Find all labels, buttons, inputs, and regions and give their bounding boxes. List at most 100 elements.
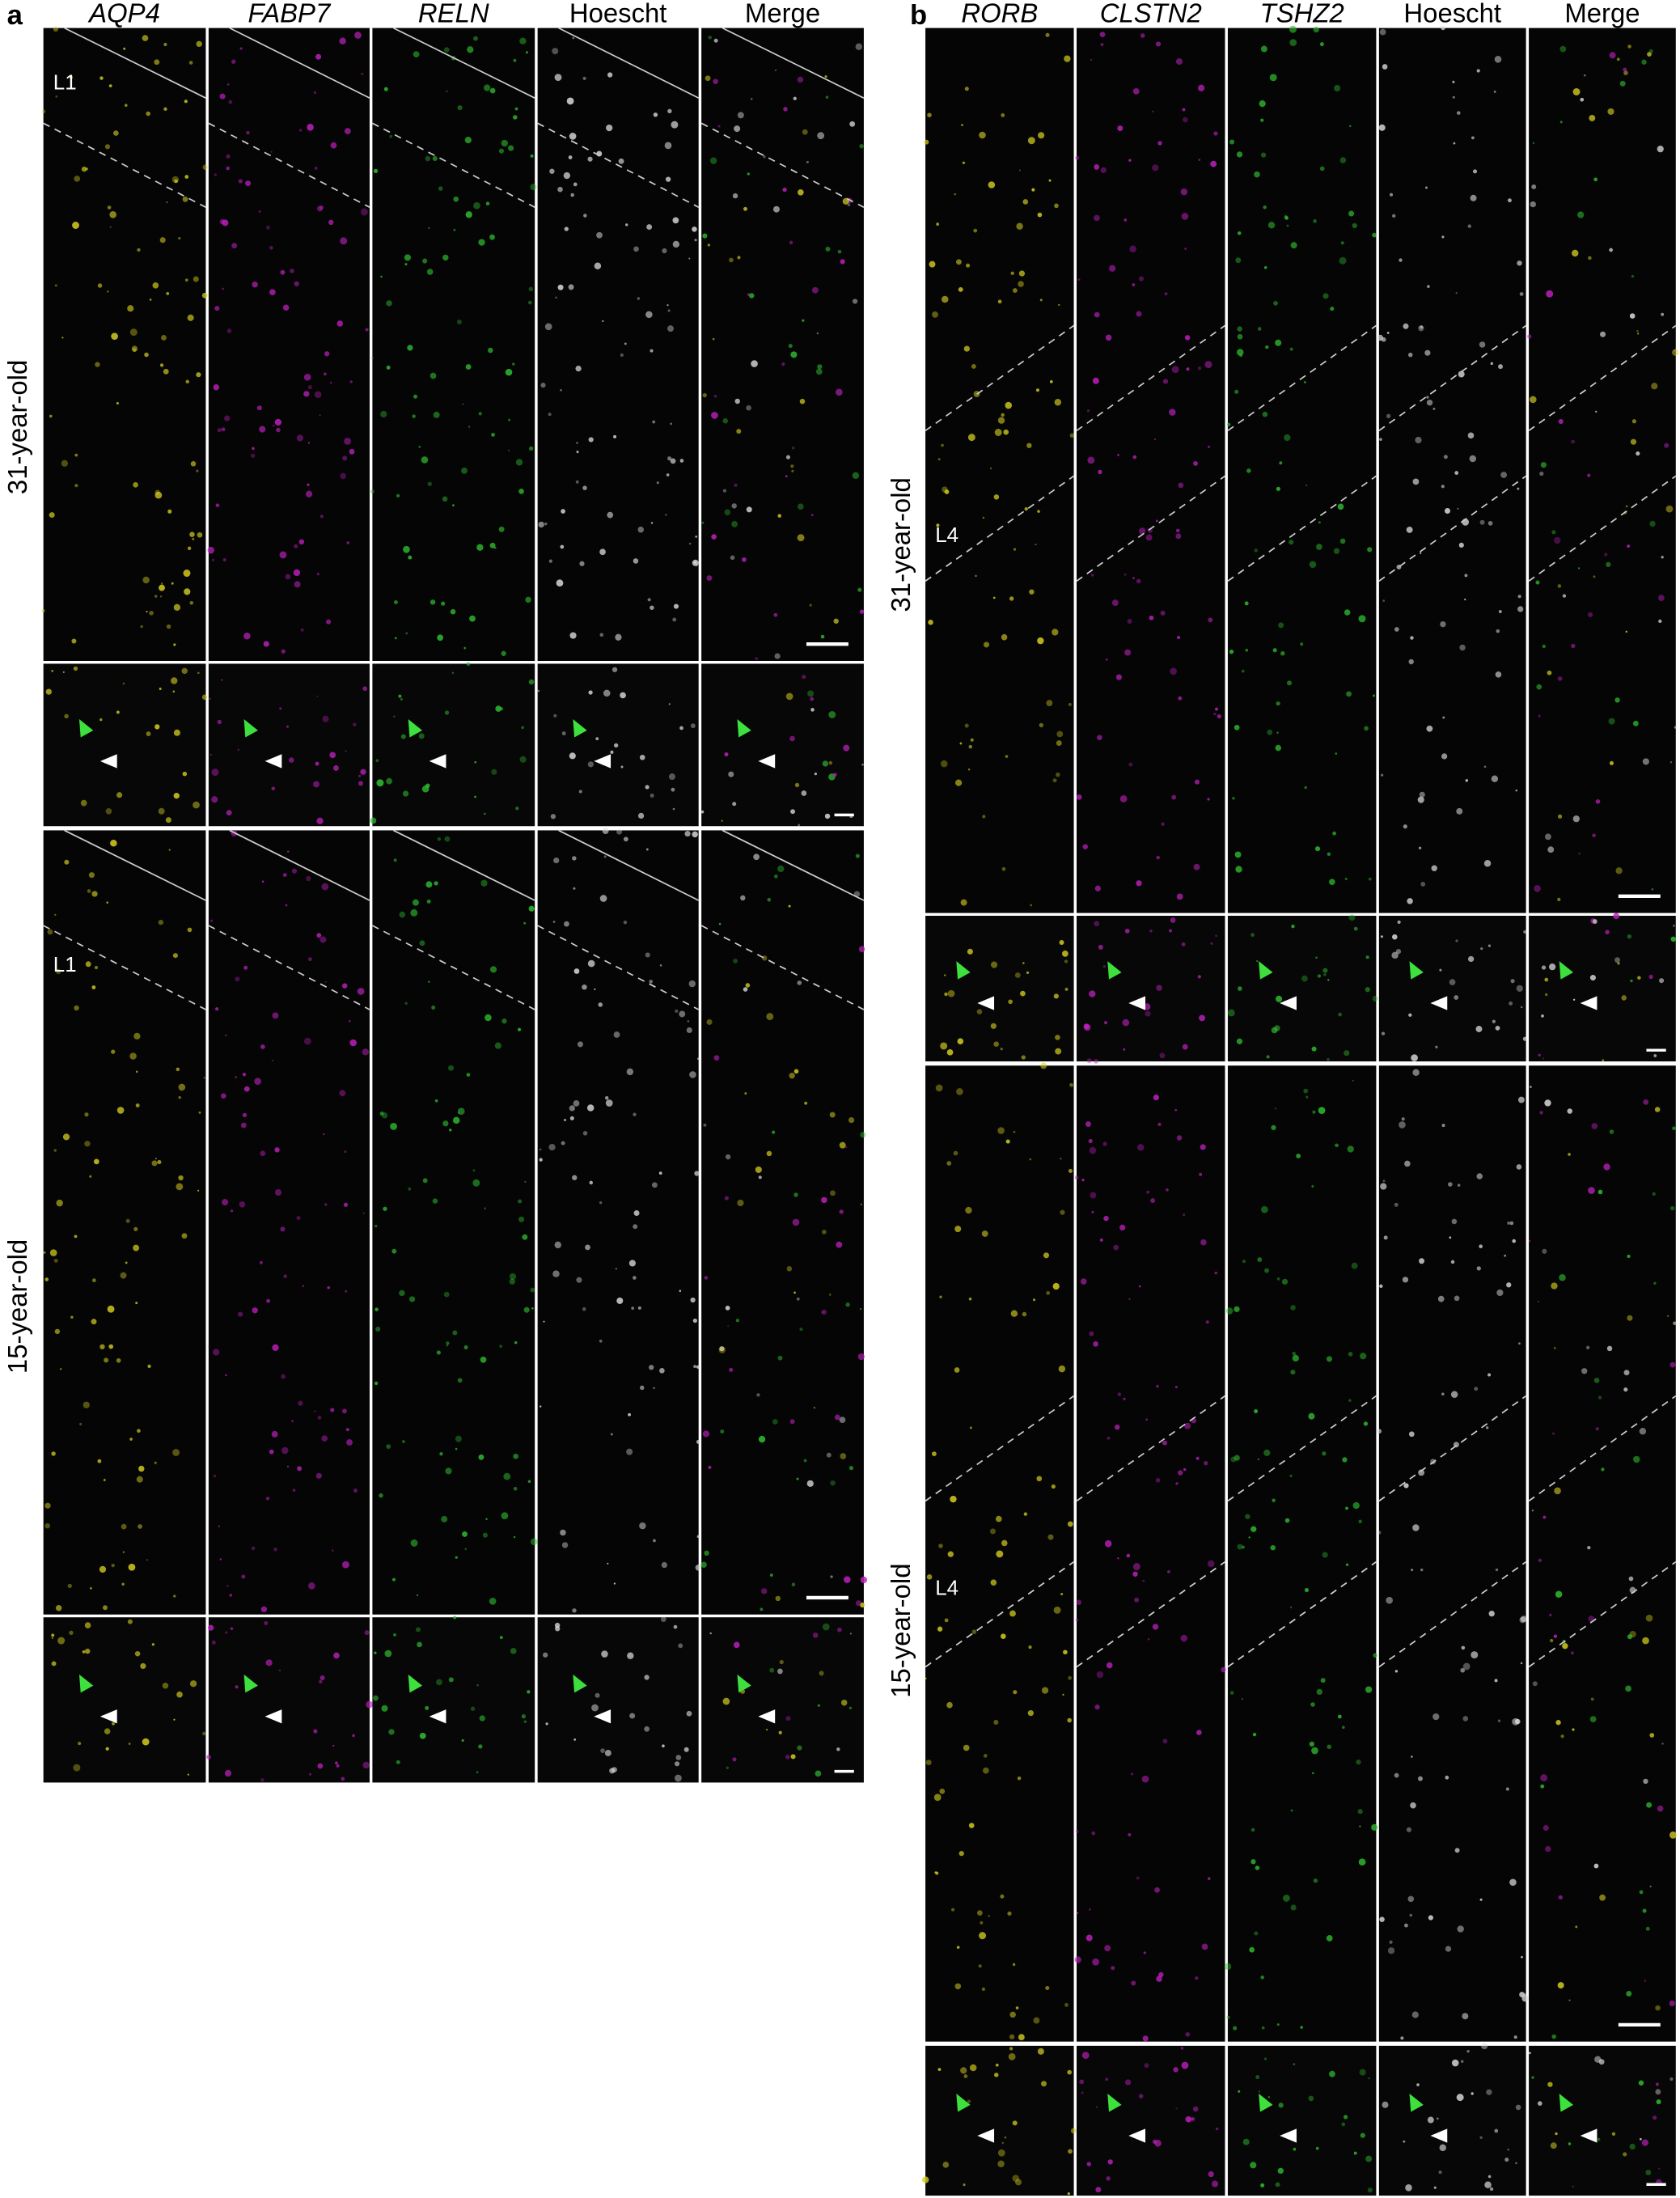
signal xyxy=(187,927,193,933)
signal xyxy=(1420,1568,1424,1572)
signal xyxy=(1123,1048,1126,1051)
signal xyxy=(1225,1307,1234,1315)
signal xyxy=(1454,995,1459,1000)
signal xyxy=(1352,1501,1360,1510)
layer-boundary xyxy=(1528,1395,1677,1502)
signal xyxy=(1031,188,1035,192)
signal xyxy=(1387,1947,1395,1954)
signal xyxy=(1572,249,1579,257)
arrowhead xyxy=(429,754,446,769)
signal xyxy=(1382,64,1388,70)
signal xyxy=(1102,1141,1107,1146)
signal xyxy=(1318,1107,1326,1115)
signal xyxy=(1060,1209,1065,1215)
signal xyxy=(1234,851,1242,858)
signal xyxy=(799,398,806,404)
signal xyxy=(857,1353,865,1361)
signal xyxy=(1403,1483,1409,1489)
signal xyxy=(616,828,623,835)
signal xyxy=(1208,617,1213,623)
signal xyxy=(1417,796,1424,803)
signal xyxy=(1512,1717,1520,1726)
signal xyxy=(1365,987,1370,993)
signal xyxy=(182,196,188,202)
signal xyxy=(146,111,150,116)
signal xyxy=(1606,561,1611,568)
signal xyxy=(1588,612,1593,617)
signal xyxy=(1589,1716,1597,1722)
signal xyxy=(193,801,200,809)
signal xyxy=(201,694,208,700)
signal xyxy=(376,779,384,787)
signal xyxy=(1001,413,1005,417)
image-panel xyxy=(1227,1065,1377,2042)
signal xyxy=(1644,1980,1647,1982)
signal xyxy=(1595,410,1597,413)
signal xyxy=(381,1705,388,1712)
arrowhead xyxy=(1430,2128,1448,2143)
signal xyxy=(1162,1738,1168,1744)
signal xyxy=(335,1761,338,1764)
signal xyxy=(324,351,330,357)
signal xyxy=(623,836,628,842)
signal xyxy=(1155,41,1162,47)
signal xyxy=(1357,1809,1363,1815)
signal xyxy=(665,514,667,516)
signal xyxy=(144,352,149,358)
signal xyxy=(239,47,243,50)
signal xyxy=(652,420,656,424)
signal xyxy=(1418,1469,1425,1476)
signal xyxy=(990,1579,997,1586)
signal xyxy=(963,345,970,352)
signal xyxy=(362,686,367,692)
signal xyxy=(1457,1184,1461,1187)
signal xyxy=(225,1034,227,1036)
signal xyxy=(269,1449,274,1455)
signal xyxy=(1472,169,1478,174)
signal xyxy=(1609,248,1613,252)
signal xyxy=(379,1111,384,1116)
signal xyxy=(1351,1262,1358,1269)
signal xyxy=(568,284,574,290)
signal xyxy=(603,689,611,697)
signal xyxy=(159,688,162,690)
signal xyxy=(1263,1449,1271,1456)
signal xyxy=(84,1622,91,1628)
signal xyxy=(989,1528,997,1535)
signal xyxy=(1238,986,1242,991)
signal xyxy=(539,1405,542,1408)
signal xyxy=(1568,2142,1572,2145)
signal xyxy=(279,551,287,559)
signal xyxy=(1090,58,1093,61)
signal xyxy=(99,76,104,80)
signal xyxy=(173,793,180,799)
signal xyxy=(1180,1634,1188,1642)
arrowhead xyxy=(758,754,776,769)
signal xyxy=(515,459,523,466)
signal xyxy=(1257,1257,1263,1263)
signal xyxy=(1669,1362,1676,1368)
signal xyxy=(746,506,752,513)
arrowhead xyxy=(573,1674,587,1693)
signal xyxy=(658,1171,662,1175)
signal xyxy=(1021,1055,1026,1060)
signal xyxy=(319,414,321,417)
signal xyxy=(1016,222,1023,230)
signal xyxy=(604,1096,609,1100)
signal xyxy=(772,205,780,213)
signal xyxy=(1651,383,1658,390)
image-panel xyxy=(43,830,206,1615)
signal xyxy=(1381,337,1386,342)
signal xyxy=(523,1307,530,1313)
signal xyxy=(167,509,172,514)
signal xyxy=(1557,814,1563,819)
signal xyxy=(321,1435,328,1442)
signal xyxy=(785,455,790,460)
signal xyxy=(408,555,413,560)
signal xyxy=(527,300,532,305)
signal xyxy=(230,1627,234,1630)
signal xyxy=(548,413,552,417)
signal xyxy=(560,389,562,392)
signal xyxy=(510,1648,517,1654)
signal xyxy=(1415,436,1422,444)
